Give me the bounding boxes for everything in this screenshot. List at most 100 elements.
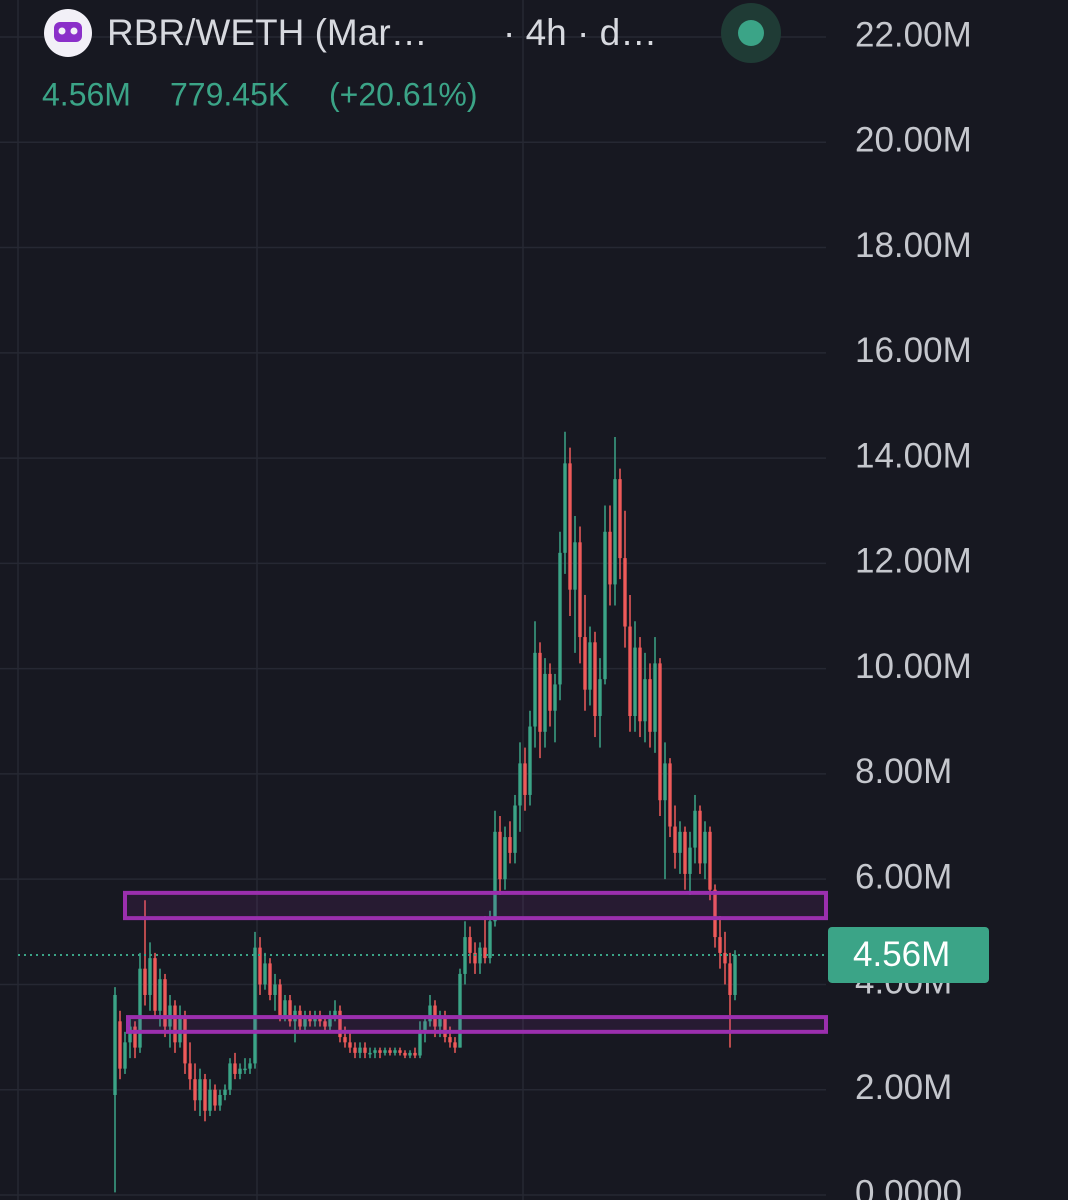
chart-subtitle: · 4h · d…	[503, 12, 657, 53]
candle-body	[278, 984, 282, 1017]
candle-body	[698, 810, 702, 864]
candle-body	[703, 831, 707, 864]
candle-body	[128, 1026, 132, 1043]
candle-body	[373, 1050, 377, 1053]
candle-body	[598, 679, 602, 717]
y-tick-label: 10.00M	[855, 647, 972, 686]
candle-body	[723, 952, 727, 964]
candle-body	[498, 831, 502, 880]
y-tick-label: 0.0000	[855, 1173, 962, 1200]
candle-body	[593, 642, 597, 717]
candle-body	[258, 947, 262, 985]
candle-body	[203, 1079, 207, 1111]
candle-body	[428, 1005, 432, 1022]
candle-body	[668, 763, 672, 827]
candle-body	[243, 1068, 247, 1071]
zone	[126, 1015, 828, 1034]
candle-body	[388, 1050, 392, 1053]
candle-body	[663, 763, 667, 801]
candle-body	[558, 552, 562, 685]
candle-body	[303, 1016, 307, 1027]
candle-body	[143, 968, 147, 995]
chart-title: RBR/WETH (Mar…	[107, 12, 428, 53]
candle-body	[348, 1042, 352, 1048]
candle-body	[183, 1016, 187, 1064]
candle-body	[248, 1063, 252, 1069]
candle-body	[633, 647, 637, 717]
candle-body	[503, 837, 507, 880]
candle-body	[468, 937, 472, 953]
candle-body	[253, 947, 257, 1064]
candle-body	[148, 958, 152, 995]
y-tick-label: 12.00M	[855, 542, 972, 581]
candle-body	[693, 810, 697, 848]
candle-body	[688, 847, 692, 874]
candle-body	[453, 1042, 457, 1048]
candle-body	[578, 542, 582, 638]
candle-body	[193, 1079, 197, 1101]
candle-body	[288, 1000, 292, 1022]
candle-body	[608, 531, 612, 585]
candle-body	[338, 1010, 342, 1038]
candle-body	[483, 947, 487, 959]
candle-body	[393, 1050, 397, 1053]
candle-body	[728, 963, 732, 995]
candle-body	[188, 1063, 192, 1080]
candle-body	[208, 1089, 212, 1111]
candle-body	[138, 968, 142, 1048]
candle-body	[323, 1021, 327, 1027]
plot	[18, 431, 828, 1193]
candle-body	[538, 652, 542, 732]
candle-body	[518, 763, 522, 806]
y-tick-label: 14.00M	[855, 436, 972, 475]
candle-body	[223, 1089, 227, 1095]
candle-body	[358, 1047, 362, 1053]
candle-body	[583, 637, 587, 690]
candle-body	[328, 1016, 332, 1027]
y-tick-label: 16.00M	[855, 331, 972, 370]
candle-body	[213, 1089, 217, 1106]
candle-body	[618, 479, 622, 559]
candle-body	[613, 479, 617, 585]
candle-body	[648, 679, 652, 732]
candle-body	[683, 831, 687, 874]
grid	[0, 0, 826, 1200]
candle-body	[413, 1052, 417, 1056]
candle-body	[333, 1010, 337, 1017]
last-price-box	[828, 926, 989, 983]
candle-body	[508, 837, 512, 853]
candle-body	[343, 1037, 347, 1043]
candle-body	[718, 937, 722, 953]
candle-body	[473, 952, 477, 964]
candle-body	[528, 726, 532, 795]
candle-body	[398, 1050, 402, 1053]
candle-body	[588, 642, 592, 690]
candle-body	[673, 826, 677, 853]
candle-body	[383, 1050, 387, 1053]
last-value: 4.56M	[42, 76, 131, 112]
y-tick-label: 20.00M	[855, 121, 972, 160]
candle-body	[553, 684, 557, 711]
candle-body	[173, 1005, 177, 1043]
logo-eye	[70, 27, 78, 35]
candle-body	[548, 673, 552, 711]
candle-body	[563, 463, 567, 553]
candle-body	[573, 542, 577, 590]
candle-body	[153, 958, 157, 1011]
candle-body	[113, 994, 117, 1095]
candle-body	[458, 973, 462, 1048]
candle-body	[568, 463, 572, 590]
candle-body	[733, 954, 737, 995]
candle-body	[403, 1052, 407, 1056]
candle-body	[418, 1031, 422, 1056]
y-tick-label: 2.00M	[855, 1068, 952, 1107]
candle-body	[228, 1063, 232, 1090]
candle-body	[543, 673, 547, 732]
candle-body	[488, 921, 492, 959]
candle-body	[178, 1016, 182, 1043]
candle-body	[623, 558, 627, 627]
candle-body	[273, 984, 277, 995]
